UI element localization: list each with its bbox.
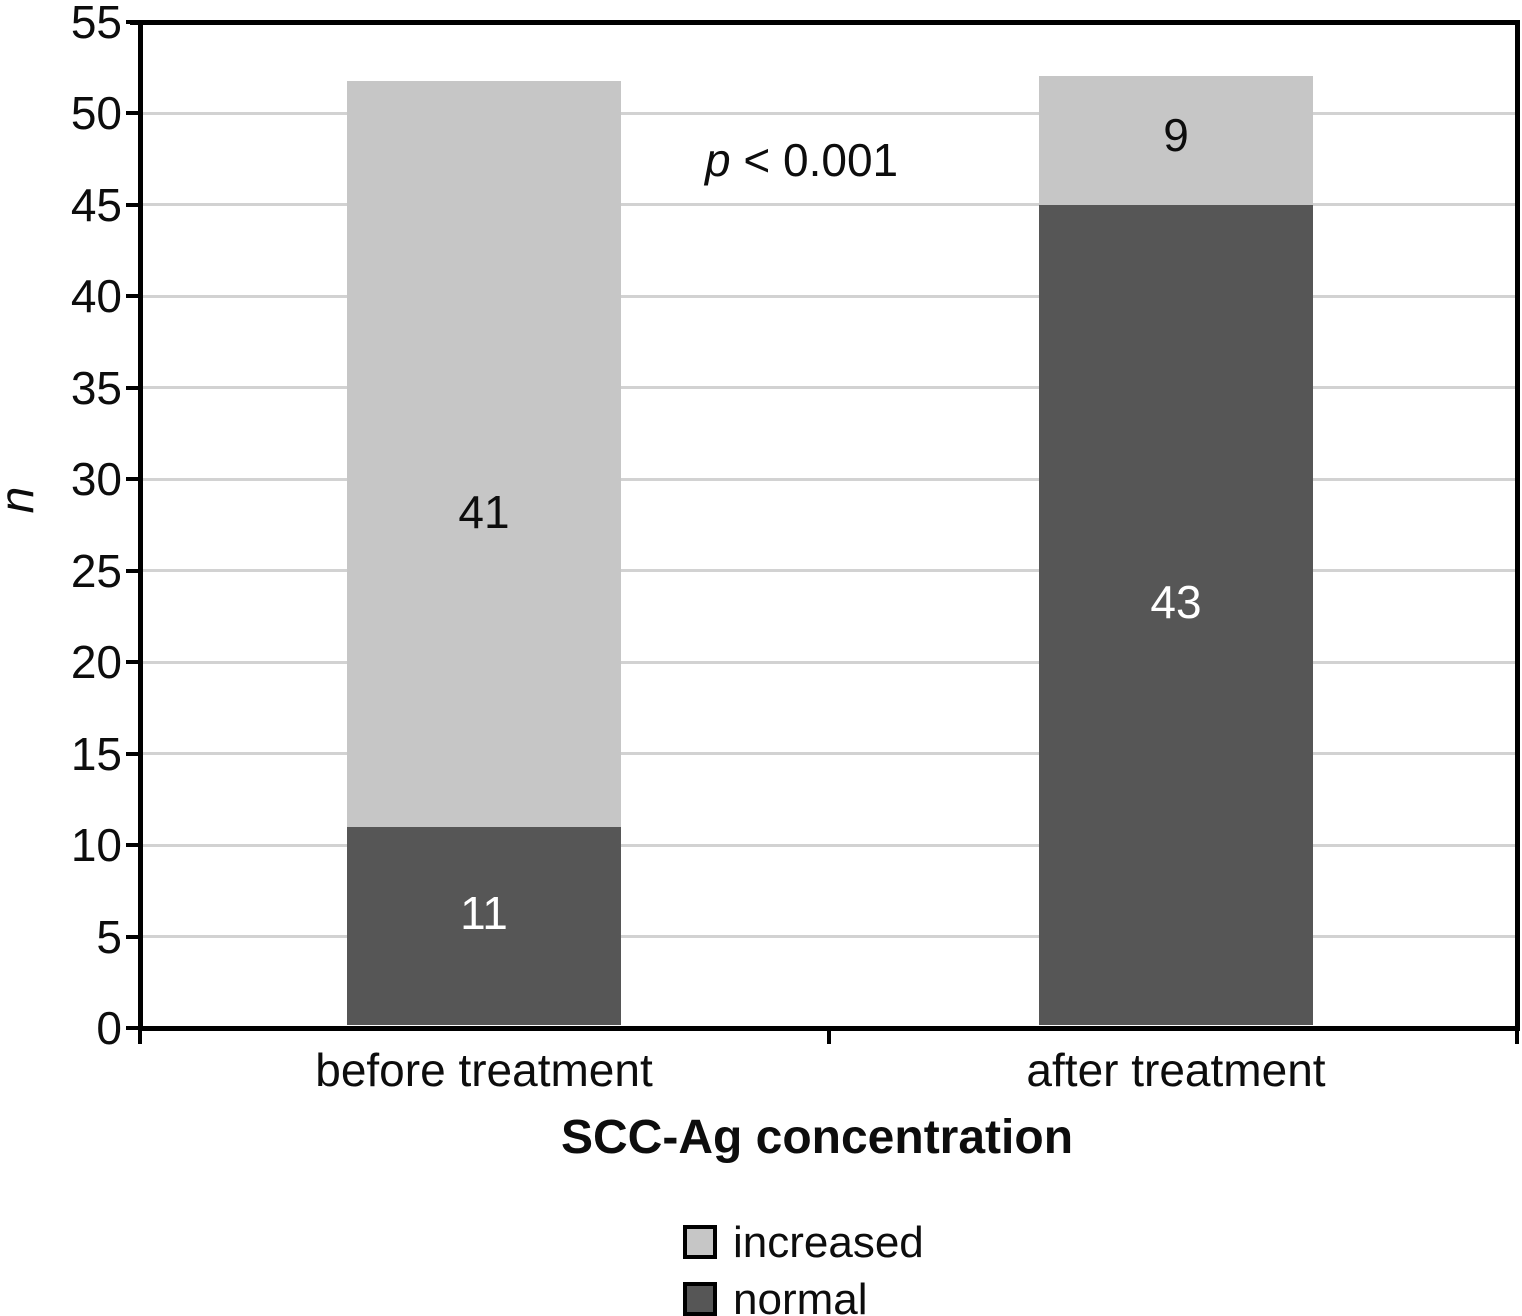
bar-segment-increased	[347, 80, 621, 827]
legend-swatch	[683, 1225, 717, 1259]
y-tick-label: 45	[70, 178, 122, 231]
y-tick	[126, 20, 140, 24]
p-value-text: < 0.001	[730, 134, 899, 186]
y-tick	[126, 477, 140, 482]
y-tick-label: 50	[70, 87, 122, 140]
y-tick-label: 25	[70, 544, 122, 597]
bar-value-label: 41	[458, 486, 510, 539]
gridline	[140, 843, 1517, 847]
y-tick-label: 20	[70, 636, 122, 689]
y-tick	[126, 111, 140, 116]
y-tick	[126, 385, 140, 390]
plot-right-border	[1514, 19, 1520, 1031]
legend-swatch	[683, 1282, 717, 1316]
bar-segment-increased	[1039, 75, 1313, 205]
bar-segment-normal	[1039, 204, 1313, 1026]
y-tick-label: 40	[70, 270, 122, 323]
gridline	[140, 477, 1517, 481]
y-tick-label: 55	[70, 0, 122, 48]
gridline	[140, 294, 1517, 298]
category-label: before treatment	[315, 1044, 653, 1096]
y-tick-label: 15	[70, 727, 122, 780]
y-tick	[126, 1026, 140, 1030]
y-tick-label: 5	[96, 910, 122, 963]
x-axis-title: SCC-Ag concentration	[560, 1111, 1074, 1164]
gridline	[140, 569, 1517, 573]
gridline	[140, 660, 1517, 664]
gridline	[140, 752, 1517, 756]
y-tick	[126, 751, 140, 756]
y-axis-line	[137, 19, 143, 1031]
x-tick	[826, 1028, 831, 1044]
bar-value-label: 11	[460, 886, 508, 939]
bar-value-label: 43	[1150, 575, 1202, 628]
y-tick-label: 30	[70, 453, 122, 506]
y-tick	[126, 568, 140, 573]
gridline	[140, 111, 1517, 115]
gridline	[140, 386, 1517, 390]
p-symbol: p	[705, 134, 731, 186]
x-tick	[1515, 1028, 1519, 1044]
p-value-annotation: p < 0.001	[705, 134, 898, 186]
y-tick	[126, 843, 140, 848]
gridline	[140, 935, 1517, 939]
bar-segment-normal	[347, 826, 621, 1026]
y-tick	[126, 660, 140, 665]
plot-top-border	[129, 19, 1520, 25]
bar-value-label: 9	[1163, 109, 1189, 162]
x-tick	[138, 1028, 142, 1044]
y-tick-label: 35	[70, 361, 122, 414]
category-label: after treatment	[1026, 1044, 1326, 1096]
y-tick-label: 10	[70, 819, 122, 872]
gridline	[140, 203, 1517, 207]
y-tick	[126, 202, 140, 207]
legend-label: increased	[733, 1218, 924, 1267]
legend-label: normal	[733, 1275, 868, 1316]
y-tick	[126, 294, 140, 299]
y-tick	[126, 934, 140, 939]
y-tick-label: 0	[96, 1002, 122, 1054]
